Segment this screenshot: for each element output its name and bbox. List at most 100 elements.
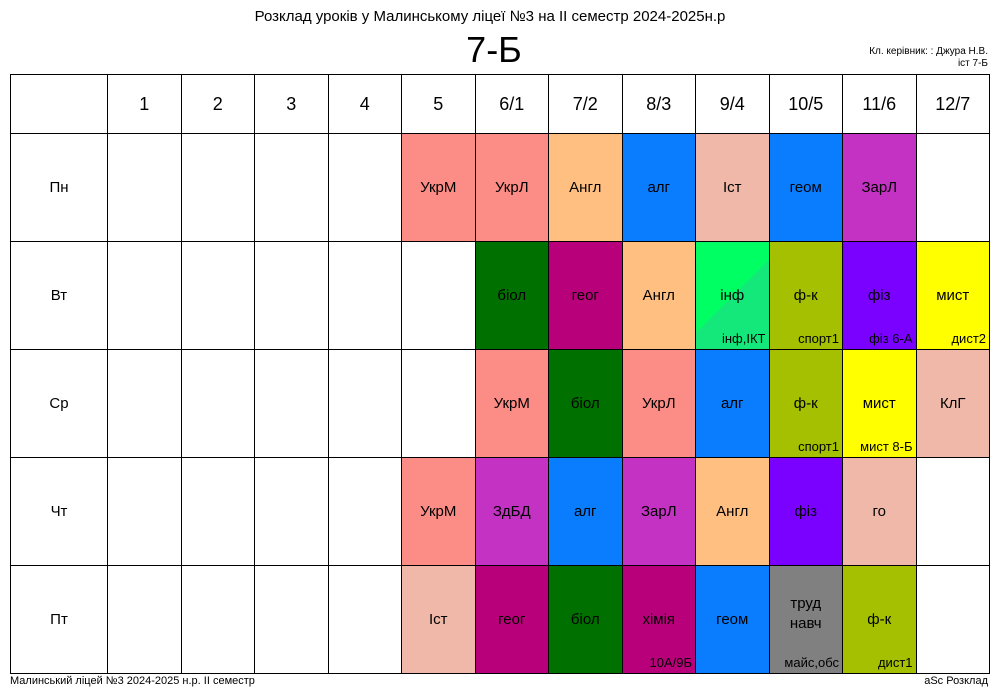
lesson-cell: біол (548, 565, 623, 674)
lesson-subject: геом (789, 179, 822, 196)
empty-lesson-cell (401, 349, 476, 458)
day-name: Пт (10, 565, 108, 674)
day-row: Пт Іст геог біол хімія 10А/9Б геом труд навч майс… (10, 565, 990, 674)
empty-lesson-cell (107, 457, 182, 566)
period-header: 11/6 (842, 74, 917, 134)
period-header: 5 (401, 74, 476, 134)
period-header: 9/4 (695, 74, 770, 134)
period-header: 8/3 (621, 74, 696, 134)
empty-lesson-cell (107, 133, 182, 242)
lesson-cell: фіз (768, 457, 843, 566)
empty-lesson-cell (327, 241, 402, 350)
lesson-subject: алг (647, 179, 671, 196)
empty-lesson-cell (915, 565, 990, 674)
lesson-cell: УкрЛ (621, 349, 696, 458)
day-name: Ср (10, 349, 108, 458)
lesson-cell: алг (695, 349, 770, 458)
lesson-subject: КлГ (939, 395, 966, 412)
lesson-room: мист 8-Б (860, 439, 913, 454)
lesson-room: фіз 6-А (869, 331, 913, 346)
lesson-subject: біол (570, 611, 600, 628)
lesson-subject: УкрМ (420, 503, 457, 520)
empty-lesson-cell (254, 565, 329, 674)
lesson-cell: фіз фіз 6-А (842, 241, 917, 350)
lesson-cell: ЗдБД (474, 457, 549, 566)
lesson-subject: УкрМ (420, 179, 457, 196)
lesson-subject-line: труд (790, 594, 822, 612)
day-name: Пн (10, 133, 108, 242)
period-header: 6/1 (474, 74, 549, 134)
lesson-cell: КлГ (915, 349, 990, 458)
period-header: 4 (327, 74, 402, 134)
empty-lesson-cell (254, 133, 329, 242)
lesson-subject: геом (716, 611, 749, 628)
lesson-cell: Англ (695, 457, 770, 566)
class-teacher-subject: іст 7-Б (957, 58, 988, 69)
empty-lesson-cell (915, 457, 990, 566)
lesson-subject-line: навч (789, 614, 822, 632)
lesson-cell: мист мист 8-Б (842, 349, 917, 458)
empty-lesson-cell (915, 133, 990, 242)
lesson-subject: ф-к (867, 611, 892, 628)
lesson-cell: геог (548, 241, 623, 350)
lesson-cell: інф інф,ІКТ (695, 241, 770, 350)
lesson-subject: біол (497, 287, 527, 304)
lesson-cell: біол (548, 349, 623, 458)
period-header: 3 (254, 74, 329, 134)
lesson-subject: мист (936, 287, 970, 304)
empty-lesson-cell (180, 133, 255, 242)
lesson-room: майс,обс (784, 655, 839, 670)
lesson-subject: мист (862, 395, 896, 412)
day-row: Чт УкрМ ЗдБД алг ЗарЛ Англ фіз го (10, 457, 990, 566)
lesson-cell: УкрМ (474, 349, 549, 458)
lesson-room: інф,ІКТ (721, 331, 766, 346)
lesson-cell: УкрМ (401, 133, 476, 242)
lesson-cell: біол (474, 241, 549, 350)
day-name: Чт (10, 457, 108, 566)
empty-lesson-cell (180, 457, 255, 566)
period-header: 2 (180, 74, 255, 134)
period-header: 10/5 (768, 74, 843, 134)
lesson-cell: ф-к дист1 (842, 565, 917, 674)
lesson-subject: біол (570, 395, 600, 412)
empty-lesson-cell (254, 349, 329, 458)
lesson-subject: геог (498, 611, 526, 628)
empty-lesson-cell (107, 565, 182, 674)
lesson-subject: ЗарЛ (861, 179, 898, 196)
lesson-room: дист1 (877, 655, 913, 670)
lesson-cell: труд навч майс,обс (768, 565, 843, 674)
empty-lesson-cell (327, 349, 402, 458)
lesson-cell: геом (768, 133, 843, 242)
lesson-cell: алг (621, 133, 696, 242)
lesson-subject: го (872, 503, 886, 520)
lesson-room: спорт1 (798, 439, 839, 454)
timetable-grid: 1 2 3 4 5 6/1 7/2 8/3 9/4 10/5 11/6 12/7 Пн УкрМ УкрЛ А… (10, 74, 990, 674)
lesson-cell: ЗарЛ (621, 457, 696, 566)
lesson-subject: труд навч (770, 594, 842, 634)
lesson-subject: ЗарЛ (640, 503, 677, 520)
lesson-cell: Англ (548, 133, 623, 242)
period-header-row: 1 2 3 4 5 6/1 7/2 8/3 9/4 10/5 11/6 12/7 (10, 74, 990, 134)
schedule-title: Розклад уроків у Малинському ліцеї №3 на… (254, 8, 726, 25)
footer-school: Малинський ліцей №3 2024-2025 н.р. ІІ се… (10, 675, 255, 687)
lesson-cell: УкрЛ (474, 133, 549, 242)
period-header: 1 (107, 74, 182, 134)
lesson-room: 10А/9Б (649, 655, 692, 670)
day-name: Вт (10, 241, 108, 350)
period-header: 12/7 (915, 74, 990, 134)
empty-lesson-cell (107, 349, 182, 458)
lesson-subject: УкрЛ (494, 179, 529, 196)
lesson-room: дист2 (951, 331, 986, 346)
period-header: 7/2 (548, 74, 623, 134)
lesson-subject: алг (720, 395, 744, 412)
empty-lesson-cell (327, 133, 402, 242)
lesson-subject: ф-к (793, 395, 818, 412)
lesson-subject: УкрМ (493, 395, 530, 412)
empty-lesson-cell (180, 565, 255, 674)
empty-lesson-cell (180, 349, 255, 458)
lesson-subject: геог (571, 287, 599, 304)
lesson-subject: хімія (642, 611, 676, 628)
lesson-cell: хімія 10А/9Б (621, 565, 696, 674)
lesson-subject: фіз (794, 503, 818, 520)
lesson-cell: Англ (621, 241, 696, 350)
